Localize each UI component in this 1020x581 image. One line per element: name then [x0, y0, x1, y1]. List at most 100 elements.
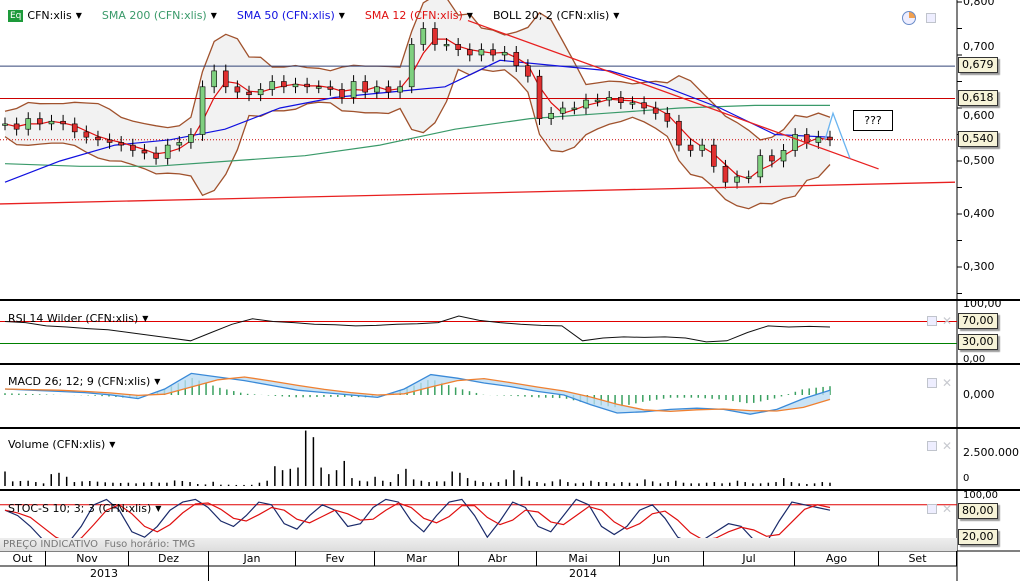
- main-legend: Eq CFN:xlis ▼ SMA 200 (CFN:xlis) ▼ SMA 50 …: [8, 9, 619, 22]
- dropdown-icon[interactable]: ▼: [109, 440, 116, 449]
- timezone-note: Fuso horário: TMG: [104, 539, 196, 550]
- candle-body: [745, 176, 752, 179]
- month-label: Dez: [129, 551, 209, 566]
- stoc-d-line: [4, 502, 831, 544]
- candle-body: [525, 65, 531, 77]
- maximize-icon[interactable]: [927, 504, 937, 514]
- candle-body: [478, 49, 485, 56]
- bollinger-lower-line: [4, 68, 831, 210]
- sma12-line: [4, 38, 831, 180]
- candle-body: [222, 70, 229, 88]
- candle-body: [571, 107, 578, 110]
- year-label: 2013: [0, 566, 209, 581]
- close-icon[interactable]: ✕: [942, 376, 953, 390]
- candle-body: [815, 136, 822, 143]
- month-label: Ago: [795, 551, 879, 566]
- candle-body: [83, 131, 90, 138]
- candle-body: [827, 136, 833, 141]
- macd-signal-line: [4, 376, 831, 413]
- maximize-icon[interactable]: [926, 13, 936, 23]
- volume-tick: 0: [963, 473, 970, 484]
- price-tag-0618: 0,618: [958, 90, 998, 106]
- maximize-icon[interactable]: [927, 441, 937, 451]
- dropdown-icon[interactable]: ▼: [142, 314, 149, 323]
- bollinger-upper-line: [4, 0, 831, 141]
- candle-body: [385, 86, 392, 93]
- candle-body: [130, 144, 136, 151]
- dropdown-icon[interactable]: ▼: [154, 377, 161, 386]
- candle-body: [188, 134, 194, 143]
- candle-body: [687, 144, 694, 151]
- month-label: Mar: [375, 551, 459, 566]
- equity-badge-icon: Eq: [8, 9, 24, 22]
- close-icon[interactable]: ✕: [942, 439, 953, 453]
- macd-label[interactable]: MACD 26; 12; 9 (CFN:xlis): [8, 375, 151, 388]
- candle-body: [583, 99, 589, 109]
- stoc-label[interactable]: STOC-S 10; 3; 3 (CFN:xlis): [8, 502, 152, 515]
- month-label: Fev: [296, 551, 375, 566]
- candle-body: [455, 44, 461, 51]
- volume-tick: 2.500.000: [963, 446, 1019, 459]
- candle-body: [408, 44, 415, 88]
- annotation-box[interactable]: ???: [853, 110, 893, 131]
- month-label: Out: [0, 551, 46, 566]
- candle-body: [362, 81, 369, 93]
- trendline: [467, 19, 879, 170]
- candle-body: [95, 136, 101, 141]
- month-label: Set: [879, 551, 957, 566]
- candle-body: [153, 152, 159, 159]
- sma50-line: [4, 59, 831, 183]
- rsi-label[interactable]: RSI 14 Wilder (CFN:xlis): [8, 312, 139, 325]
- month-label: Abr: [459, 551, 537, 566]
- month-label: Jun: [620, 551, 704, 566]
- candle-body: [350, 81, 357, 98]
- candle-body: [106, 139, 113, 143]
- month-label: Nov: [46, 551, 129, 566]
- clock-icon[interactable]: [902, 11, 916, 25]
- candle-body: [397, 86, 403, 93]
- rsi-tag-70: 70,00: [958, 313, 998, 329]
- candle-body: [443, 44, 450, 47]
- candle-body: [711, 144, 717, 167]
- month-label: Jan: [209, 551, 296, 566]
- close-icon[interactable]: ✕: [942, 502, 953, 516]
- maximize-icon[interactable]: [927, 316, 937, 326]
- rsi-tick: 100,00: [963, 297, 1002, 310]
- close-icon[interactable]: ✕: [942, 314, 953, 328]
- maximize-icon[interactable]: [927, 378, 937, 388]
- candle-body: [246, 91, 252, 96]
- stoc-tag-80: 80,00: [958, 503, 998, 519]
- dropdown-icon[interactable]: ▼: [155, 504, 162, 513]
- dropdown-icon[interactable]: ▼: [210, 11, 217, 20]
- dropdown-icon[interactable]: ▼: [466, 11, 473, 20]
- candle-body: [734, 176, 740, 183]
- price-tick: 0,700: [963, 40, 995, 53]
- dropdown-icon[interactable]: ▼: [338, 11, 345, 20]
- candle-body: [374, 86, 380, 93]
- candle-body: [257, 89, 264, 96]
- candle-body: [594, 99, 601, 102]
- candle-body: [315, 86, 322, 89]
- volume-label[interactable]: Volume (CFN:xlis): [8, 438, 106, 451]
- sma200-line: [4, 104, 830, 167]
- candle-body: [118, 142, 124, 146]
- price-tick: 0,600: [963, 109, 995, 122]
- price-tag-0679: 0,679: [958, 57, 998, 73]
- candle-body: [60, 120, 66, 125]
- price-tick: 0,500: [963, 154, 995, 167]
- candle-body: [559, 107, 566, 114]
- candle-body: [176, 142, 183, 146]
- dropdown-icon[interactable]: ▼: [75, 11, 82, 20]
- candle-body: [37, 118, 43, 125]
- symbol-label[interactable]: CFN:xlis: [27, 9, 72, 22]
- sma50-label[interactable]: SMA 50 (CFN:xlis): [236, 9, 335, 22]
- boll-label[interactable]: BOLL 20; 2 (CFN:xlis): [492, 9, 610, 22]
- candle-body: [490, 49, 496, 56]
- dropdown-icon[interactable]: ▼: [613, 11, 620, 20]
- candle-body: [164, 144, 171, 159]
- stoc-legend: STOC-S 10; 3; 3 (CFN:xlis) ▼: [8, 502, 161, 515]
- sma12-label[interactable]: SMA 12 (CFN:xlis): [364, 9, 463, 22]
- sma200-label[interactable]: SMA 200 (CFN:xlis): [101, 9, 207, 22]
- month-label: Mai: [537, 551, 620, 566]
